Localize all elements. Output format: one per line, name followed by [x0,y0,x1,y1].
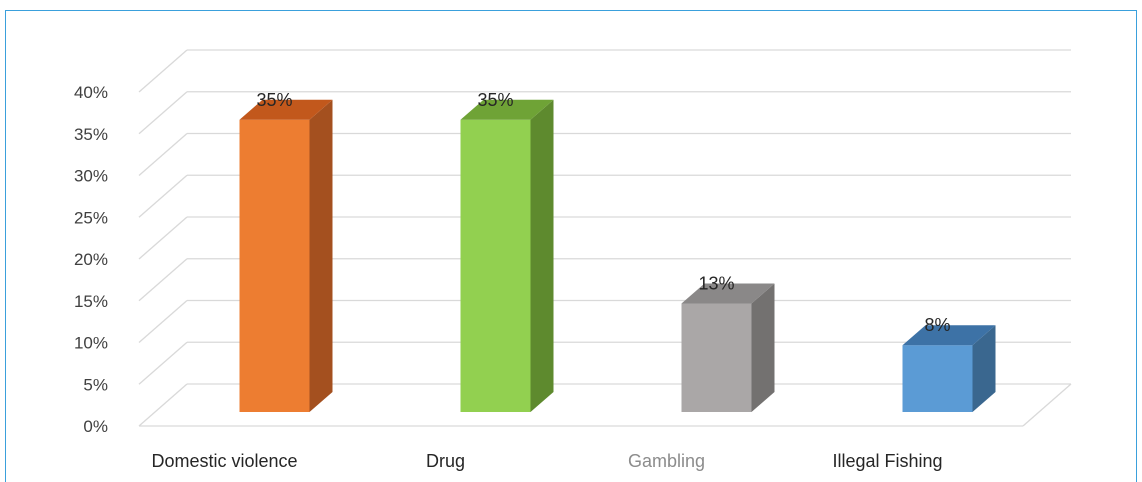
y-tick-label: 15% [74,292,108,311]
bar-illegal-fishing [902,325,996,412]
y-tick-label: 25% [74,208,108,227]
y-tick-label: 30% [74,167,108,186]
bar-front [681,303,752,412]
bar-top [460,99,554,120]
y-tick-label: 20% [74,250,108,269]
floor-edge-right [1022,383,1072,427]
gridline-side [138,341,188,385]
y-tick-label: 35% [74,125,108,144]
y-tick-label: 0% [83,417,108,436]
chart-frame [5,10,1137,482]
gridline-side [138,133,188,176]
data-label: 35% [477,90,513,110]
bar-gambling [681,283,775,412]
y-axis: 0% 5% 10% 15% 20% 25% 30% 35% 40% [74,83,108,436]
bar-side [309,99,333,412]
bar-drug [460,99,554,412]
x-tick-label: Drug [426,451,465,471]
gridline-side [138,49,188,93]
data-label: 8% [924,315,950,335]
x-tick-label: Domestic violence [151,451,297,471]
bar-front [239,119,310,412]
gridline-side [138,300,188,343]
gridline-side [138,216,188,260]
gridline-side [138,91,188,135]
bar-side [972,325,996,412]
bar-top [681,283,775,304]
bar-front [902,345,973,412]
gridline-side [138,383,188,427]
data-label: 35% [256,90,292,110]
y-tick-label: 10% [74,334,108,353]
gridline-side [138,174,188,218]
bar-side [530,99,554,412]
data-label: 13% [698,273,734,293]
bar-top [239,99,333,120]
y-tick-label: 5% [83,375,108,394]
x-tick-label: Gambling [628,451,705,471]
y-tick-label: 40% [74,83,108,102]
gridline-side [138,258,188,302]
bar-domestic-violence [239,99,333,412]
data-labels: 35% 35% 13% 8% [256,90,950,335]
gridlines [138,49,1072,427]
bar-top [902,325,996,346]
x-axis: Domestic violence Drug Gambling Illegal Fis… [151,451,942,471]
x-tick-label: Illegal Fishing [832,451,942,471]
bars [239,99,996,412]
bar-side [751,283,775,412]
bar-front [460,119,531,412]
